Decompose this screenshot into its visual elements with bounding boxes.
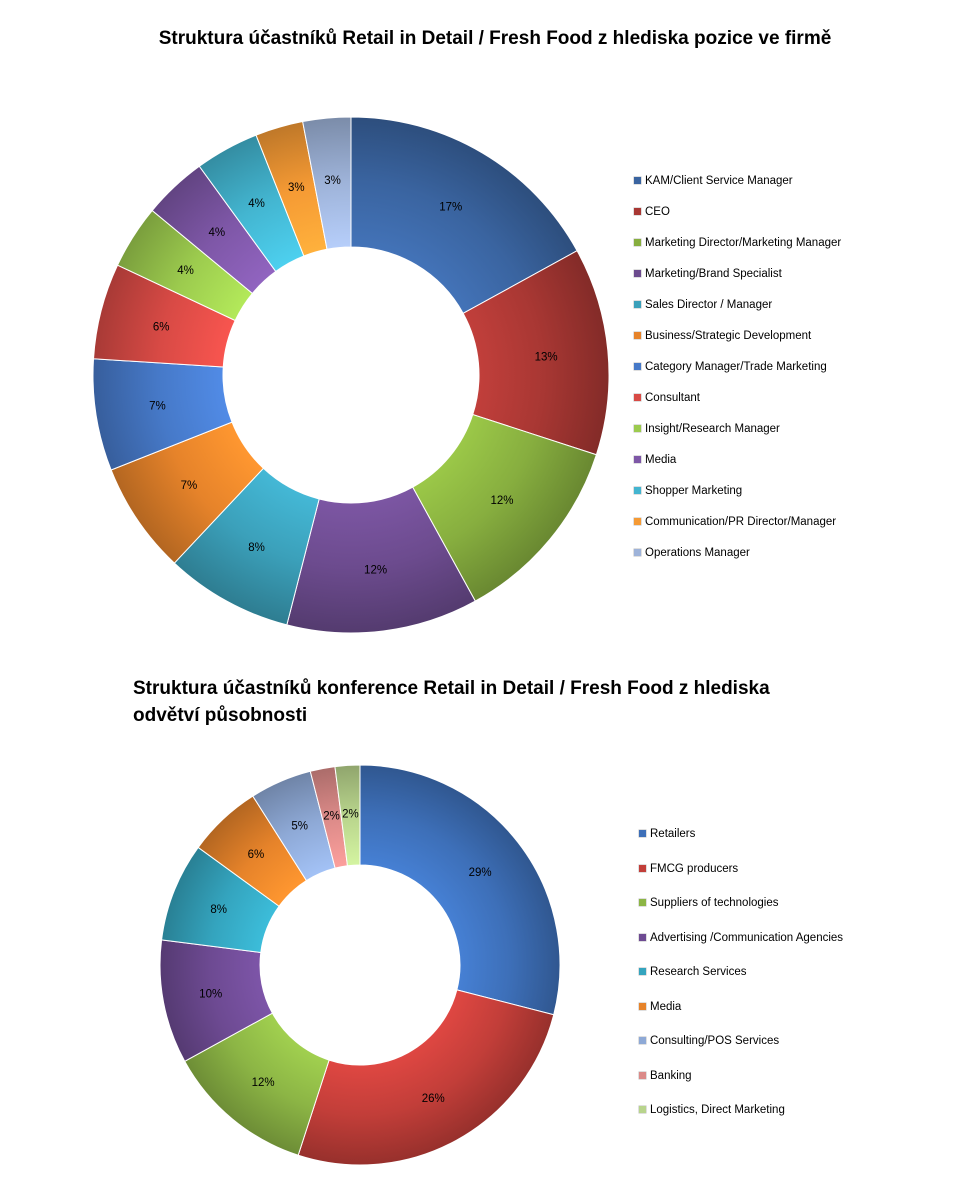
legend-label: Business/Strategic Development [645, 330, 812, 342]
data-label: 8% [248, 542, 265, 554]
legend-label: KAM/Client Service Manager [645, 175, 793, 187]
data-label: 3% [324, 175, 341, 187]
legend-label: CEO [645, 206, 670, 218]
legend-swatch [634, 363, 641, 370]
data-label: 17% [439, 201, 462, 213]
legend-swatch [639, 933, 646, 941]
legend-swatch [634, 549, 641, 556]
legend-swatch [639, 1002, 646, 1010]
data-label: 12% [491, 495, 514, 507]
donut-slice [334, 764, 361, 867]
donut-slice [359, 764, 561, 1016]
legend-swatch [639, 1037, 646, 1044]
legend-label: Communication/PR Director/Manager [645, 516, 837, 528]
legend-label: Banking [650, 1069, 692, 1082]
legend-swatch [634, 518, 641, 525]
legend-swatch [634, 487, 641, 494]
legend-label: Media [645, 454, 677, 466]
legend-label: Logistics, Direct Marketing [650, 1104, 785, 1116]
donut-slice [350, 116, 578, 315]
legend-swatch [634, 332, 641, 339]
data-label: 8% [210, 904, 227, 916]
legend-label: Consultant [645, 392, 700, 404]
data-label: 12% [252, 1077, 275, 1089]
legend-label: Research Services [650, 966, 747, 978]
legend-label: Retailers [650, 828, 696, 840]
legend-swatch [639, 1106, 646, 1113]
data-label: 10% [199, 988, 222, 1000]
legend-label: Marketing/Brand Specialist [645, 268, 782, 280]
donut-slice [302, 116, 352, 250]
legend-swatch [634, 425, 641, 432]
legend-swatch [634, 301, 641, 308]
data-label: 5% [291, 821, 308, 833]
legend-label: FMCG producers [650, 862, 739, 875]
legend-swatch [634, 270, 641, 277]
legend-label: Media [650, 1000, 682, 1013]
legend-swatch [634, 456, 641, 463]
data-label: 7% [181, 480, 198, 492]
data-label: 4% [177, 265, 194, 277]
data-label: 6% [153, 321, 170, 333]
legend-label: Shopper Marketing [645, 485, 743, 497]
chart-title-positions: Struktura účastníků Retail in Detail / F… [158, 28, 832, 49]
chart-title-sectors: Struktura účastníků konference Retail in… [133, 678, 770, 726]
legend-swatch [639, 830, 646, 837]
legend-swatch [634, 208, 641, 215]
legend-swatch [639, 899, 646, 906]
legend-label: Sales Director / Manager [645, 299, 773, 311]
legend-label: Advertising /Communication Agencies [650, 931, 844, 944]
data-label: 12% [364, 564, 387, 576]
legend-label: Category Manager/Trade Marketing [645, 361, 827, 373]
legend-label: Consulting/POS Services [650, 1035, 780, 1047]
legend-label: Suppliers of technologies [650, 897, 779, 909]
legend-swatch [639, 864, 646, 872]
legend-label: Insight/Research Manager [645, 423, 780, 435]
legend-swatch [639, 968, 646, 975]
legend-swatch [639, 1071, 646, 1079]
data-label: 2% [342, 808, 359, 820]
data-label: 4% [248, 198, 265, 210]
data-label: 13% [535, 352, 558, 364]
legend-swatch [634, 239, 641, 246]
legend-label: Marketing Director/Marketing Manager [645, 237, 842, 249]
data-label: 29% [469, 867, 492, 879]
donut-slice [297, 989, 555, 1166]
data-label: 26% [422, 1093, 445, 1105]
legend-swatch [634, 394, 641, 401]
legend-label: Operations Manager [645, 547, 750, 559]
data-label: 2% [323, 811, 340, 823]
legend-swatch [634, 177, 641, 184]
data-label: 7% [149, 401, 166, 413]
data-label: 3% [288, 182, 305, 194]
data-label: 6% [248, 849, 265, 861]
donut-chart-positions: 17% 13% 12% 12% 8% 7% 7% 6% 4% 4% 4% 3% 3% [92, 116, 610, 634]
data-label: 4% [209, 227, 226, 239]
